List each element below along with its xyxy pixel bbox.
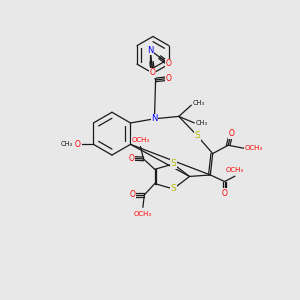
Text: OCH₃: OCH₃ [226, 167, 244, 172]
Text: N: N [151, 114, 158, 123]
Text: O: O [130, 190, 135, 200]
Text: O: O [166, 59, 172, 68]
Text: CH₃: CH₃ [193, 100, 205, 106]
Text: O: O [129, 154, 134, 163]
Text: O: O [228, 130, 234, 139]
Text: OCH₃: OCH₃ [134, 211, 152, 217]
Text: OCH₃: OCH₃ [131, 137, 150, 143]
Text: CH₃: CH₃ [196, 120, 208, 126]
Text: O: O [222, 189, 227, 198]
Text: OCH₃: OCH₃ [245, 145, 263, 151]
Text: S: S [170, 160, 176, 169]
Text: CH₃: CH₃ [61, 141, 73, 147]
Text: S: S [170, 184, 176, 194]
Text: N: N [147, 46, 153, 55]
Text: O: O [75, 140, 81, 149]
Text: O: O [166, 74, 172, 83]
Text: O: O [150, 68, 156, 77]
Text: S: S [194, 131, 200, 140]
